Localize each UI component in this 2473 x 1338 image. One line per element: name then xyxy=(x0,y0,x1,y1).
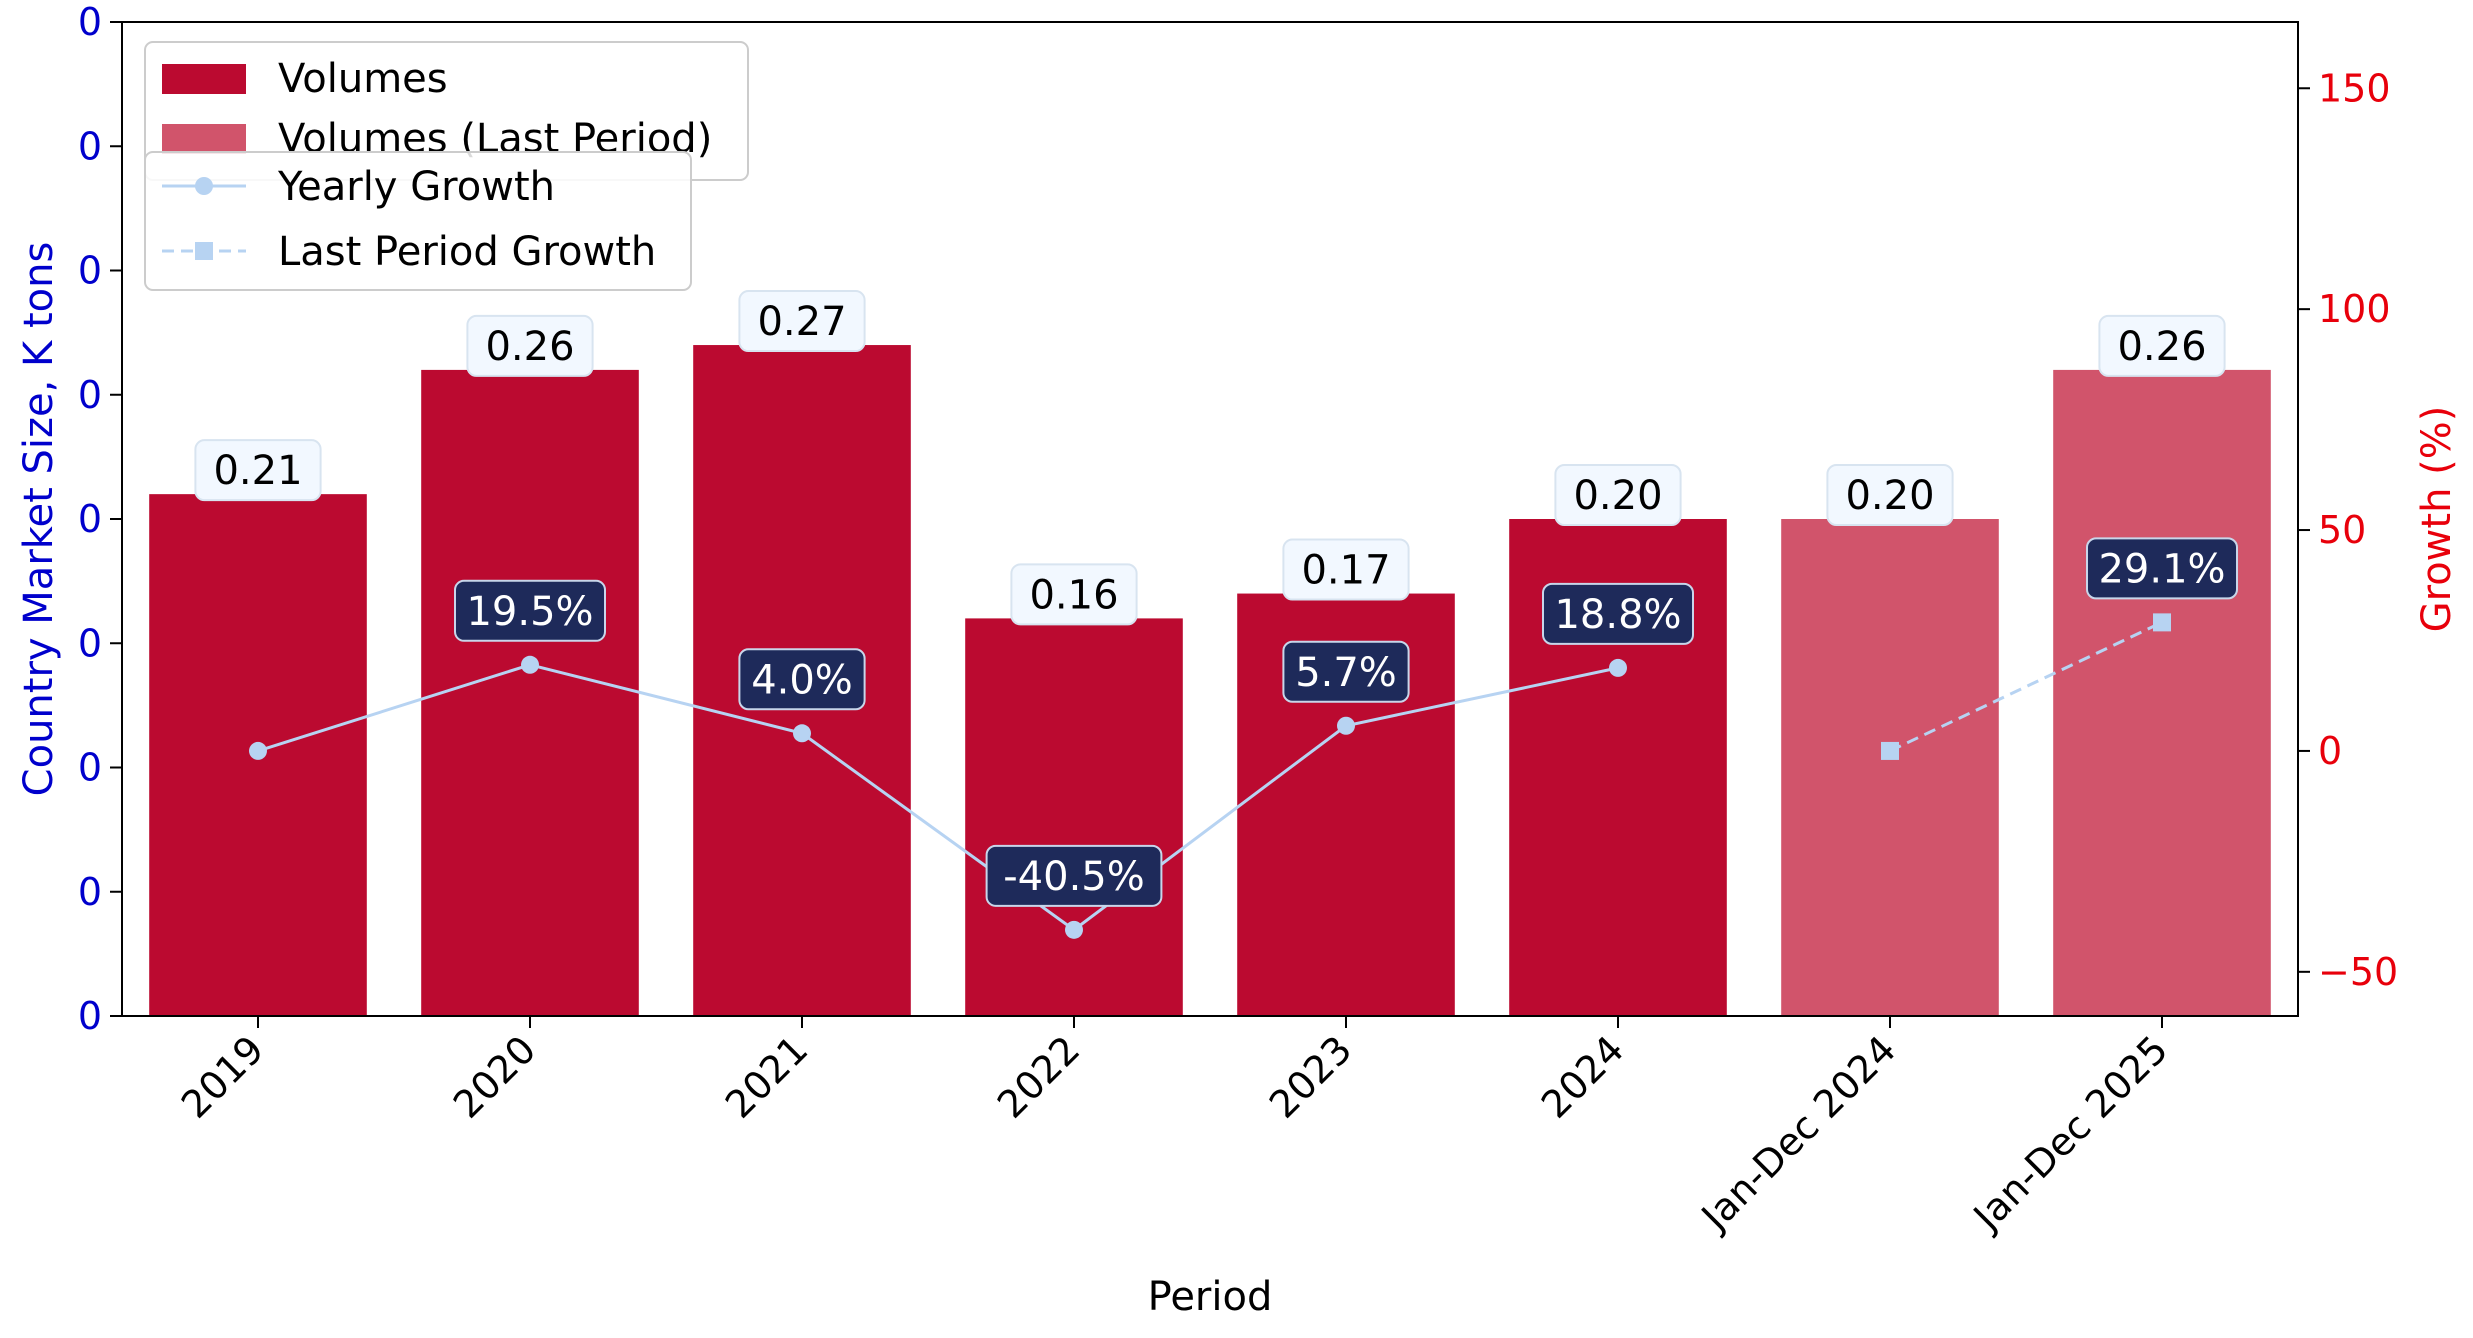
line-marker xyxy=(2153,613,2171,632)
y-tick-label: 0 xyxy=(78,621,102,665)
legend-growth: Yearly Growth Last Period Growth xyxy=(144,151,692,291)
svg-text:0.27: 0.27 xyxy=(757,299,846,345)
x-tick-label: Jan-Dec 2024 xyxy=(1692,1027,1905,1240)
line-marker xyxy=(1065,920,1083,939)
svg-text:0.26: 0.26 xyxy=(485,324,574,370)
bars-layer xyxy=(149,345,2271,1016)
bar-value-label: 0.20 xyxy=(1826,464,1954,526)
svg-text:19.5%: 19.5% xyxy=(466,589,593,635)
bar-value-label: 0.17 xyxy=(1282,538,1410,601)
y-tick-label: 0 xyxy=(78,994,102,1038)
line-marker xyxy=(249,741,267,760)
svg-text:0.17: 0.17 xyxy=(1301,548,1390,594)
x-tick-label: 2020 xyxy=(445,1027,545,1127)
line-last-period-growth xyxy=(1889,621,2163,753)
y-tick-label: 0 xyxy=(78,373,102,417)
svg-text:0.26: 0.26 xyxy=(2117,324,2206,370)
svg-text:29.1%: 29.1% xyxy=(2098,546,2225,592)
lines-layer xyxy=(249,613,2171,939)
y-tick-label: 0 xyxy=(78,124,102,168)
y-tick-label: 0 xyxy=(78,249,102,293)
x-tick-label: Jan-Dec 2025 xyxy=(1964,1027,2177,1240)
data-labels-layer: 0.21 0.26 0.27 0.16 0.17 0.20 0.20 0.26 19.5% 4.0… xyxy=(194,290,2238,907)
svg-text:5.7%: 5.7% xyxy=(1295,650,1397,696)
y-axis-label-right: Growth (%) xyxy=(2414,406,2460,633)
bar-value-label: 0.16 xyxy=(1010,563,1138,626)
y-tick-label: 0 xyxy=(78,0,102,44)
x-axis: 2019 2020 2021 2022 2023 2024 Jan-Dec 2024 Jan-… xyxy=(173,1016,2177,1240)
bar-value-label: 0.21 xyxy=(194,439,322,502)
bar-jan-dec-2024 xyxy=(1781,519,1999,1016)
legend-swatch-volumes xyxy=(162,64,246,94)
legend-marker-yearly-growth xyxy=(195,177,213,195)
x-tick-label: 2023 xyxy=(1261,1027,1361,1127)
legend-label-yearly-growth: Yearly Growth xyxy=(277,164,555,210)
svg-text:18.8%: 18.8% xyxy=(1554,592,1681,638)
y2-tick-label: 150 xyxy=(2318,66,2391,110)
x-tick-label: 2022 xyxy=(989,1027,1089,1127)
y-tick-label: 0 xyxy=(78,870,102,914)
x-tick-label: 2019 xyxy=(173,1027,273,1127)
y-axis-left: 0 0 0 0 0 0 0 0 0 xyxy=(78,0,122,1038)
bar-value-label: 0.26 xyxy=(466,314,594,377)
bar-value-label: 0.20 xyxy=(1554,464,1682,526)
y2-tick-label: 0 xyxy=(2318,729,2342,773)
growth-value-label: 19.5% xyxy=(454,579,606,642)
line-marker xyxy=(1881,741,1899,760)
y2-tick-label: −50 xyxy=(2318,950,2398,994)
y-tick-label: 0 xyxy=(78,746,102,790)
y2-tick-label: 50 xyxy=(2318,508,2366,552)
growth-value-label: 29.1% xyxy=(2086,537,2238,600)
svg-text:0.21: 0.21 xyxy=(213,448,302,494)
bar-2022 xyxy=(965,618,1183,1016)
svg-text:0.20: 0.20 xyxy=(1845,473,1934,519)
growth-value-label: 4.0% xyxy=(738,648,866,711)
svg-text:4.0%: 4.0% xyxy=(751,657,853,703)
svg-text:0.20: 0.20 xyxy=(1573,473,1662,519)
line-marker xyxy=(1609,658,1627,677)
y-tick-label: 0 xyxy=(78,497,102,541)
y2-tick-label: 100 xyxy=(2318,287,2391,331)
svg-text:0.16: 0.16 xyxy=(1029,572,1118,618)
legend-swatch-volumes-last-period xyxy=(162,124,246,154)
bar-value-label: 0.27 xyxy=(738,290,866,353)
legend-label-last-period-growth: Last Period Growth xyxy=(278,229,656,275)
line-marker xyxy=(793,724,811,743)
legend-marker-last-period-growth xyxy=(195,242,213,260)
growth-value-label: -40.5% xyxy=(985,844,1163,907)
bar-jan-dec-2025 xyxy=(2053,369,2271,1016)
y-axis-label-left: Country Market Size, K tons xyxy=(16,242,62,797)
bar-value-label: 0.26 xyxy=(2098,314,2226,377)
line-marker xyxy=(521,655,539,674)
line-marker xyxy=(1337,716,1355,735)
growth-value-label: 18.8% xyxy=(1542,582,1694,645)
legend-label-volumes: Volumes xyxy=(278,56,448,102)
line-yearly-growth xyxy=(257,663,1619,932)
svg-text:-40.5%: -40.5% xyxy=(1003,854,1145,900)
bar-2020 xyxy=(421,369,639,1016)
y-axis-right: −50 0 50 100 150 xyxy=(2298,66,2398,994)
x-tick-label: 2021 xyxy=(717,1027,817,1127)
x-axis-label: Period xyxy=(1148,1274,1273,1320)
x-tick-label: 2024 xyxy=(1533,1027,1633,1127)
growth-value-label: 5.7% xyxy=(1282,640,1410,703)
